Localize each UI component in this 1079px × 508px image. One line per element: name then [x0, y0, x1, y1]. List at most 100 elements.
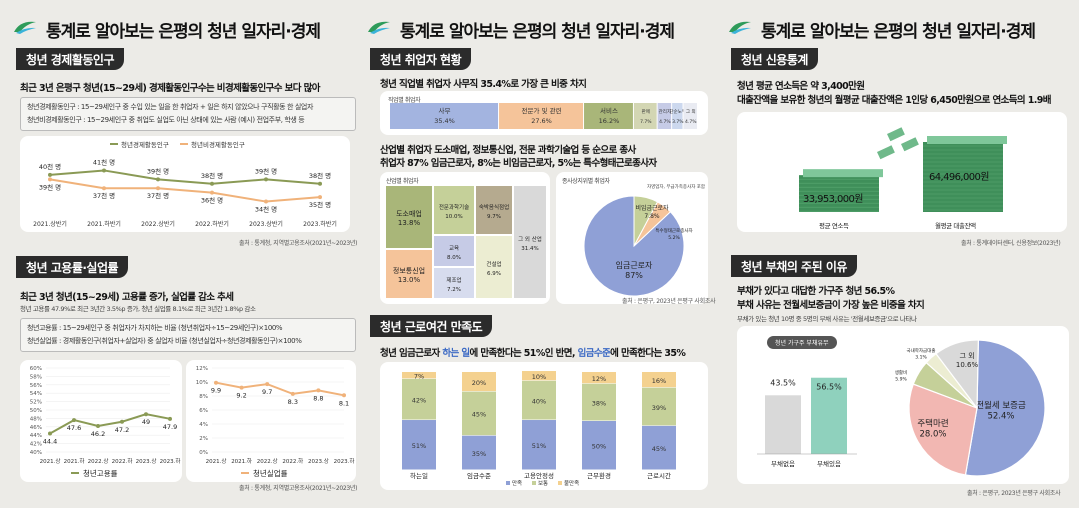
- slice-value: 5.9%: [895, 377, 907, 383]
- treemap-cell: [434, 186, 474, 234]
- series-line: [215, 381, 345, 397]
- cell-value: 9.7%: [487, 214, 501, 220]
- bar-segment: [642, 372, 676, 388]
- eunpyeong-logo-icon: [14, 21, 36, 34]
- headline: 최근 3년 은평구 청년(15~29세) 경제활동인구수는 비경제활동인구수 보…: [20, 83, 321, 94]
- segment-value: 7.7%: [640, 119, 652, 125]
- slice-label: 비임금근로자: [635, 204, 669, 212]
- bar-segment: [462, 391, 496, 436]
- source-note: 출처 : 통계청, 지역별고용조사(2021년~2023년): [239, 240, 358, 247]
- occupation-chart-card: 직업별 취업자 사무 35.4% 전문가 및 관련 27.6% 서비스 16.2% 판매 7.…: [380, 91, 708, 135]
- y-tick-label: 54%: [30, 391, 42, 397]
- data-label: 41천 명: [93, 157, 115, 166]
- money-stack: [923, 142, 1003, 212]
- legend-label: 청년경제활동인구: [121, 140, 169, 149]
- data-label: 8.3: [288, 398, 298, 406]
- segment-value: 39%: [652, 404, 666, 412]
- cell-category: 제조업: [446, 276, 461, 284]
- money-stack-top: [927, 136, 1007, 144]
- employment-line-chart: 40% 42% 44% 46% 48% 50% 52% 54% 56% 58% 60% 44.4 47.…: [30, 366, 181, 478]
- x-tick-label: 2023.하: [160, 457, 181, 465]
- y-tick-label: 58%: [30, 374, 42, 380]
- cell-value: 13.0%: [398, 276, 421, 284]
- segment-value: 51%: [532, 442, 546, 450]
- data-point: [290, 391, 295, 396]
- x-tick-label: 2021.상: [40, 457, 61, 465]
- y-tick-label: 4%: [199, 422, 208, 428]
- definition-box: 청년경제활동인구 : 15~29세인구 중 수입 있는 일을 한 취업자 + 일…: [20, 97, 356, 131]
- pie-slice: [935, 339, 979, 410]
- y-tick-label: 44%: [30, 433, 42, 439]
- definition-line: 청년경제활동인구 : 15~29세인구 중 수입 있는 일을 한 취업자 + 일…: [27, 103, 313, 111]
- data-label: 37천 명: [93, 191, 115, 200]
- headline-highlight: 임금수준: [577, 348, 611, 359]
- loan-label: 월평균 대출잔액: [935, 222, 976, 230]
- x-tick-label: 2021.상반기: [33, 220, 67, 228]
- bar-value: 43.5%: [770, 378, 796, 387]
- cell-value: 13.8%: [398, 219, 421, 227]
- data-point: [318, 181, 322, 186]
- treemap-cell: [386, 186, 432, 248]
- segment-value: 35.4%: [434, 117, 455, 125]
- treemap-cell: [514, 186, 546, 298]
- employment-chart-card: 40% 42% 44% 46% 48% 50% 52% 54% 56% 58% 60% 44.4 47.…: [20, 360, 182, 482]
- data-point: [239, 385, 244, 390]
- income-value: 33,953,000원: [803, 194, 863, 205]
- data-point: [214, 380, 218, 385]
- headline: 산업별 취업자 도소매업, 정보통신업, 전문 과학기술업 등 순으로 종사: [380, 145, 636, 156]
- data-point: [168, 416, 172, 421]
- treemap-cell: [386, 250, 432, 298]
- data-label: 9.7: [262, 388, 272, 396]
- slice-label: 국내학자금대출: [907, 347, 936, 354]
- bar-segment: [522, 380, 556, 420]
- segment-category: 그 외: [686, 108, 696, 115]
- header-title: 통계로 알아보는 은평의 청년 일자리·경제: [46, 22, 321, 42]
- segment-value: 40%: [532, 397, 546, 405]
- x-tick-label: 2022.상: [88, 457, 109, 465]
- x-tick-label: 2022.하: [282, 457, 303, 465]
- y-tick-label: 40%: [30, 450, 42, 456]
- x-tick-label: 2021.하: [231, 457, 252, 465]
- x-tick-label: 2022.하: [112, 457, 133, 465]
- activity-chart-card: 청년경제활동인구 40천 명 41천 명 39천 명 38천 명 39천 명 38천 명 청년…: [20, 136, 350, 232]
- cell-category: 정보통신업: [393, 266, 425, 275]
- bar-segment: [522, 371, 556, 381]
- treemap-cell: [476, 236, 512, 298]
- x-tick-label: 근로시간: [647, 471, 671, 480]
- loan-value: 64,496,000원: [929, 172, 989, 183]
- headline-part: 에 만족한다는 35%: [610, 348, 686, 359]
- headline: 청년 임금근로자 하는 일에 만족한다는 51%인 반면, 임금수준에 만족한다…: [380, 345, 686, 359]
- x-tick-label: 2023.하: [334, 457, 355, 465]
- credit-chart-card: 33,953,000원 64,496,000원 평균 연소득 월평균 대출잔액: [737, 112, 1067, 232]
- data-point: [48, 431, 52, 436]
- source-note: 출처 : 은평구, 2023년 은평구 사회조사: [967, 490, 1061, 497]
- x-tick-label: 2022.상반기: [141, 220, 175, 228]
- data-label: 40천 명: [39, 162, 61, 171]
- data-point: [96, 423, 100, 428]
- data-label: 47.9: [163, 423, 177, 431]
- pie-slice: [908, 383, 978, 476]
- bar-segment: [522, 420, 556, 470]
- segment-category: 전문가 및 관련: [522, 106, 562, 115]
- bar-segment: [402, 420, 436, 470]
- flying-bill: [887, 127, 905, 142]
- data-label: 8.8: [313, 394, 323, 402]
- data-point: [48, 172, 52, 177]
- y-tick-label: 52%: [30, 400, 42, 406]
- headline: 청년 평균 연소득은 약 3,400만원: [737, 81, 865, 92]
- bar-segment: [402, 378, 436, 420]
- headline: 대출잔액을 보유한 청년의 월평균 대출잔액은 1인당 6,450만원으로 연소…: [737, 95, 1052, 106]
- definition-line: 청년고용률 : 15~29세인구 중 취업자가 차지하는 비율 (청년취업자÷1…: [27, 324, 283, 332]
- source-note: 출처 : 통계데이터센터, 신용정보(2023년): [961, 240, 1061, 247]
- data-label: 36천 명: [201, 196, 223, 205]
- slice-label: 임금근로자: [616, 261, 653, 270]
- cell-value: 10.0%: [445, 214, 462, 220]
- headline: 부채가 있다고 대답한 가구주 청년 56.5%: [737, 286, 895, 297]
- slice-label: 주택마련: [917, 418, 948, 429]
- cell-value: 6.9%: [487, 271, 501, 277]
- unemployment-chart-card: 0% 2% 4% 6% 8% 10% 12% 9.9 9.2 9.7 8.3 8.8 8.1 2021.상…: [186, 360, 356, 482]
- header-title: 통계로 알아보는 은평의 청년 일자리·경제: [400, 22, 675, 42]
- data-label: 38천 명: [309, 171, 331, 180]
- segment-value: 38%: [592, 399, 606, 407]
- cell-category: 교육: [449, 245, 459, 252]
